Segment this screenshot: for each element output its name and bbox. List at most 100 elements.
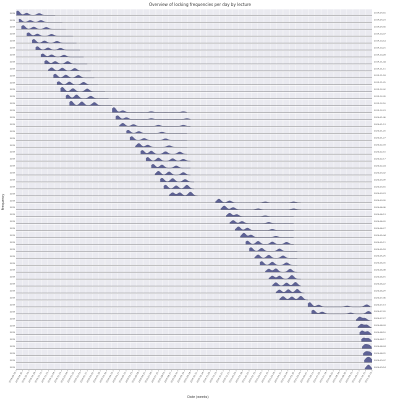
density-area: [53, 74, 95, 78]
y-tick-label: 2019: [10, 103, 16, 105]
density-area: [60, 87, 105, 92]
density-area: [229, 220, 294, 224]
ridge-row: 2019 2019-10-14: [10, 37, 386, 44]
row-label: 2020-06-29: [374, 290, 386, 292]
ridge-row: 2019 2020-06-01: [10, 259, 386, 266]
ridge-row: 2019 2020-02-24: [10, 162, 386, 169]
x-tick-label: 2020-12-21: [223, 371, 231, 383]
density-area: [35, 46, 81, 51]
x-tick-label: 2020-03-16: [93, 371, 101, 383]
row-label: 2019-11-04: [374, 61, 386, 63]
x-tick-label: 2020-01-20: [67, 371, 75, 383]
row-label: 2020-08-03: [374, 325, 386, 327]
row-label: 2020-09-07: [374, 360, 386, 362]
row-label: 2020-01-13: [374, 124, 386, 126]
x-tick-label: 2021-01-18: [236, 371, 244, 383]
y-tick-label: 2019: [10, 214, 16, 216]
row-label: 2020-03-16: [374, 186, 386, 188]
x-axis-ticks: 2019-09-162019-09-302019-10-142019-10-28…: [9, 370, 373, 383]
density-area: [65, 94, 109, 99]
x-tick-label: 2020-04-13: [106, 371, 114, 383]
ridge-row: 2019 2020-08-03: [10, 321, 386, 329]
x-tick-label: 2019-12-23: [54, 371, 62, 383]
ridge-row: 2019 2019-11-04: [10, 57, 386, 65]
x-tick-label: 2020-11-09: [203, 371, 211, 383]
ridge-row: 2019 2020-07-20: [10, 307, 386, 315]
x-tick-label: 2021-05-24: [294, 371, 302, 383]
ridge-row: 2019 2019-10-07: [10, 30, 386, 37]
density-area: [119, 123, 191, 127]
density-area: [307, 302, 371, 307]
y-tick-label: 2019: [10, 311, 16, 313]
y-tick-label: 2019: [10, 339, 16, 341]
y-tick-label: 2019: [10, 82, 16, 84]
y-tick-label: 2019: [10, 193, 16, 195]
row-label: 2020-03-09: [374, 179, 386, 181]
x-tick-label: 2020-07-06: [145, 371, 153, 383]
ridge-row: 2019 2020-09-07: [10, 356, 386, 363]
ridge-row: 2019 2020-01-27: [10, 134, 386, 141]
y-tick-label: 2019: [10, 186, 16, 188]
y-tick-label: 2019: [10, 284, 16, 286]
row-label: 2020-06-22: [374, 283, 386, 285]
density-line: [154, 171, 191, 176]
ridge-row: 2019 2019-12-23: [10, 106, 386, 113]
y-tick-label: 2019: [10, 270, 16, 272]
x-tick-label: 2021-07-19: [320, 371, 328, 383]
ridge-row: 2019 2019-09-16: [10, 9, 386, 16]
ridge-row: 2019 2020-03-16: [10, 182, 386, 190]
ridge-row: 2019 2020-01-20: [10, 127, 386, 134]
x-tick-label: 2020-03-02: [87, 371, 95, 383]
x-tick-label: 2019-11-11: [35, 371, 43, 383]
y-tick-label: 2019: [10, 263, 16, 265]
y-tick-label: 2019: [10, 207, 16, 209]
y-tick-label: 2019: [10, 75, 16, 77]
y-tick-label: 2019: [10, 360, 16, 362]
x-tick-label: 2021-09-27: [352, 371, 360, 383]
ridge-row: 2019 2020-05-18: [10, 245, 386, 252]
y-tick-label: 2019: [10, 159, 16, 161]
row-label: 2020-04-06: [374, 207, 386, 209]
ridge-row: 2019 2020-02-10: [10, 148, 386, 155]
row-label: 2020-05-11: [374, 242, 386, 244]
x-tick-label: 2020-12-07: [216, 371, 224, 383]
ridge-row: 2019 2019-09-23: [10, 16, 386, 23]
y-tick-label: 2019: [10, 27, 16, 29]
x-tick-label: 2020-02-17: [80, 371, 88, 383]
row-label: 2020-02-03: [374, 145, 386, 147]
ridge-row: 2019 2020-08-17: [10, 335, 386, 342]
x-tick-label: 2021-05-10: [287, 371, 295, 383]
row-label: 2020-06-15: [374, 277, 386, 279]
ridge-row: 2019 2020-07-13: [10, 300, 386, 308]
x-tick-label: 2020-10-26: [197, 371, 205, 383]
x-tick-label: 2020-06-22: [139, 371, 147, 383]
row-label: 2020-08-24: [374, 346, 386, 348]
y-tick-label: 2019: [10, 353, 16, 355]
density-area: [169, 192, 198, 196]
row-label: 2020-05-04: [374, 235, 386, 237]
row-label: 2020-01-27: [374, 138, 386, 140]
x-tick-label: 2020-08-03: [158, 371, 166, 383]
y-tick-label: 2019: [10, 48, 16, 50]
row-label: 2020-02-17: [374, 159, 386, 161]
x-tick-label: 2020-08-31: [171, 371, 179, 383]
density-area: [32, 39, 77, 44]
x-tick-label: 2021-07-05: [313, 371, 321, 383]
row-label: 2020-02-24: [374, 165, 386, 167]
y-tick-label: 2019: [10, 325, 16, 327]
y-tick-label: 2019: [10, 145, 16, 147]
x-tick-label: 2020-05-25: [126, 371, 134, 383]
x-tick-label: 2021-06-07: [300, 371, 308, 383]
density-area: [215, 199, 301, 203]
ridge-row: 2019 2020-06-08: [10, 266, 386, 273]
density-line: [168, 191, 198, 197]
density-area: [357, 324, 371, 328]
ridge-row: 2019 2020-06-29: [10, 286, 386, 294]
x-tick-label: 2019-09-30: [16, 371, 24, 383]
x-tick-label: 2021-08-16: [333, 371, 341, 383]
ridge-row: 2019 2020-04-06: [10, 203, 386, 211]
row-label: 2019-10-07: [374, 34, 386, 36]
density-area: [160, 178, 194, 182]
y-tick-label: 2019: [10, 55, 16, 57]
